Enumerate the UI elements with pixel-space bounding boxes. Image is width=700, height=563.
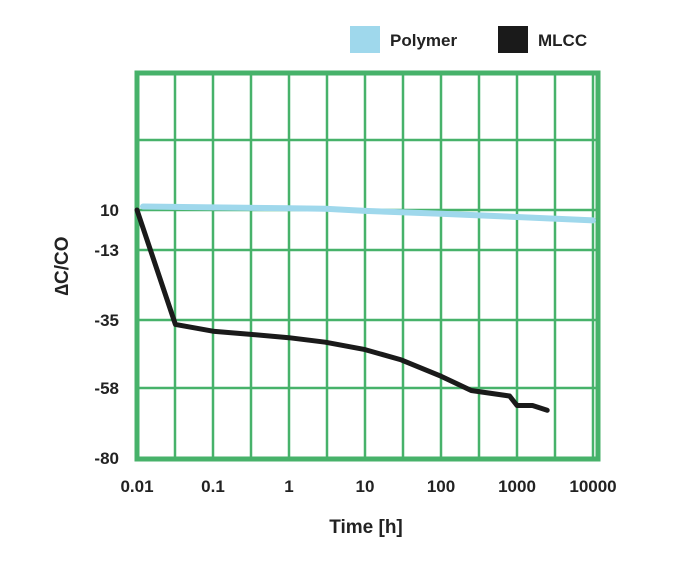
y-tick-label: -58 <box>94 379 119 398</box>
y-tick-label: -35 <box>94 311 119 330</box>
legend: Polymer MLCC <box>350 26 587 53</box>
y-tick-label: -80 <box>94 449 119 468</box>
x-tick-label: 10000 <box>569 477 616 496</box>
x-tick-label: 0.01 <box>120 477 153 496</box>
legend-label-polymer: Polymer <box>390 31 457 50</box>
legend-swatch-mlcc <box>498 26 528 53</box>
series-layer <box>134 203 596 413</box>
y-tick-label: -13 <box>94 241 119 260</box>
x-tick-label: 1 <box>284 477 293 496</box>
plot-frame <box>134 70 601 462</box>
x-tick-label: 0.1 <box>201 477 225 496</box>
x-axis-title: Time [h] <box>329 517 403 538</box>
x-tick-labels: 0.01 0.1 1 10 100 1000 10000 <box>120 477 616 496</box>
x-tick-label: 100 <box>427 477 455 496</box>
x-tick-label: 1000 <box>498 477 536 496</box>
legend-swatch-polymer <box>350 26 380 53</box>
x-tick-label: 10 <box>356 477 375 496</box>
y-tick-labels: 10 -13 -35 -58 -80 <box>94 201 119 468</box>
y-tick-label: 10 <box>100 201 119 220</box>
plot-grid <box>135 75 598 458</box>
legend-label-mlcc: MLCC <box>538 31 587 50</box>
y-axis-title: ∆C/CO <box>52 236 73 295</box>
series-line-mlcc <box>134 207 550 413</box>
series-line-polymer <box>140 203 596 224</box>
